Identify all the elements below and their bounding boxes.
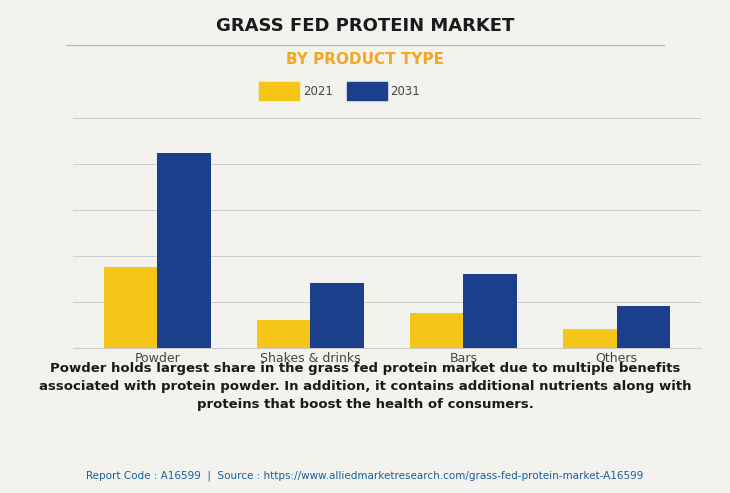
Bar xyxy=(464,274,517,348)
Text: BY PRODUCT TYPE: BY PRODUCT TYPE xyxy=(286,52,444,67)
Bar xyxy=(410,313,464,348)
Bar xyxy=(104,267,157,348)
Text: Report Code : A16599  |  Source : https://www.alliedmarketresearch.com/grass-fed: Report Code : A16599 | Source : https://… xyxy=(86,470,644,481)
Text: 2021: 2021 xyxy=(303,85,333,98)
Bar xyxy=(257,320,310,348)
Text: Powder holds largest share in the grass fed protein market due to multiple benef: Powder holds largest share in the grass … xyxy=(39,362,691,411)
Bar xyxy=(157,153,211,348)
Text: GRASS FED PROTEIN MARKET: GRASS FED PROTEIN MARKET xyxy=(216,17,514,35)
Bar xyxy=(310,283,364,348)
Text: 2031: 2031 xyxy=(391,85,420,98)
Bar xyxy=(617,306,670,348)
Bar xyxy=(563,329,617,348)
